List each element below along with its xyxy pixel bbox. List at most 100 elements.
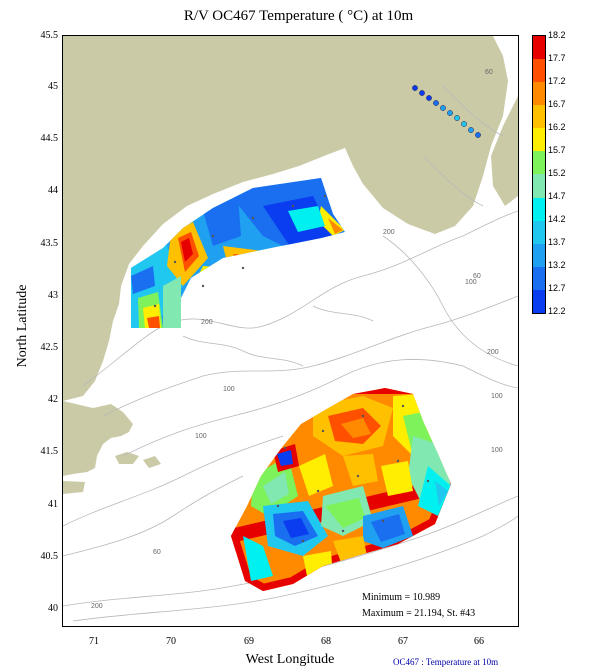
y-tick-label: 41.5 bbox=[40, 446, 59, 457]
y-tick-label: 45 bbox=[48, 81, 58, 92]
colorbar-label: 15.2 bbox=[548, 168, 566, 178]
station-dot bbox=[341, 529, 345, 533]
transect-station bbox=[440, 105, 446, 111]
colorbar-swatch bbox=[533, 243, 545, 267]
contour-line bbox=[63, 475, 244, 557]
station-dot bbox=[356, 474, 360, 478]
station-dot bbox=[396, 459, 400, 463]
land-island-a bbox=[115, 452, 139, 464]
transect-station bbox=[447, 110, 453, 116]
depth-label: 100 bbox=[491, 447, 503, 454]
colorbar-label: 12.2 bbox=[548, 306, 566, 316]
colorbar-label: 17.7 bbox=[548, 53, 566, 63]
colorbar-swatch bbox=[533, 266, 545, 290]
y-tick-label: 45.5 bbox=[40, 30, 59, 41]
colorbar-label: 16.7 bbox=[548, 99, 566, 109]
colorbar-swatch bbox=[533, 105, 545, 129]
colorbar-swatch bbox=[533, 220, 545, 244]
depth-label: 60 bbox=[485, 69, 493, 76]
colorbar-swatch bbox=[533, 289, 545, 313]
bathymetry-contours bbox=[63, 85, 518, 622]
depth-label: 60 bbox=[153, 549, 161, 556]
contour-line bbox=[102, 295, 518, 417]
depth-label: 60 bbox=[473, 273, 481, 280]
map-title: R/V OC467 Temperature ( °C) at 10m bbox=[183, 8, 414, 24]
colorbar-label: 18.2 bbox=[548, 30, 566, 40]
maximum-value-text: Maximum = 21.194, St. #43 bbox=[362, 608, 476, 619]
station-markers bbox=[153, 194, 430, 543]
colorbar-swatch bbox=[533, 36, 545, 60]
contour-line bbox=[442, 85, 504, 137]
station-dot bbox=[283, 446, 287, 450]
y-tick-label: 41 bbox=[48, 499, 58, 510]
station-dot bbox=[291, 204, 295, 208]
contour-line bbox=[122, 359, 518, 457]
land-island-c bbox=[63, 481, 85, 494]
station-dot bbox=[251, 216, 255, 220]
x-tick-label: 68 bbox=[321, 636, 331, 647]
land-island-b bbox=[143, 456, 161, 468]
land-nova-scotia bbox=[491, 96, 518, 206]
contour-line bbox=[72, 515, 518, 622]
y-tick-label: 43.5 bbox=[40, 238, 59, 249]
depth-label: 200 bbox=[383, 229, 395, 236]
station-dot bbox=[361, 414, 365, 418]
station-dot bbox=[401, 404, 405, 408]
transect-stations bbox=[412, 85, 481, 138]
depth-label: 200 bbox=[487, 349, 499, 356]
land-mainland bbox=[63, 36, 508, 401]
station-dot bbox=[173, 260, 177, 264]
colorbar-swatch bbox=[533, 59, 545, 83]
x-tick-label: 66 bbox=[474, 636, 484, 647]
y-tick-label: 42.5 bbox=[40, 342, 59, 353]
land-masses bbox=[63, 36, 518, 494]
y-tick-label: 42 bbox=[48, 394, 58, 405]
transect-station bbox=[419, 90, 425, 96]
x-axis-title: West Longitude bbox=[245, 652, 335, 667]
station-dot bbox=[211, 234, 215, 238]
map-canvas: 60 100 200 200 200 60 100 100 100 100 60… bbox=[63, 36, 518, 622]
station-dot bbox=[321, 429, 325, 433]
transect-station bbox=[475, 132, 481, 138]
colorbar-label: 14.2 bbox=[548, 214, 566, 224]
y-axis-title: North Latitude bbox=[15, 284, 30, 368]
contour-line bbox=[382, 235, 518, 367]
x-tick-label: 69 bbox=[244, 636, 254, 647]
colorbar-label: 14.7 bbox=[548, 191, 566, 201]
y-tick-label: 43 bbox=[48, 290, 58, 301]
y-tick-label: 44 bbox=[48, 185, 58, 196]
map-frame: 60 100 200 200 200 60 100 100 100 100 60… bbox=[62, 35, 519, 627]
colorbar-swatch bbox=[533, 197, 545, 221]
station-dot bbox=[426, 479, 430, 483]
y-tick-label: 40.5 bbox=[40, 551, 59, 562]
temperature-field-south bbox=[231, 388, 451, 591]
colorbar-swatch bbox=[533, 128, 545, 152]
transect-station bbox=[454, 115, 460, 121]
station-dot bbox=[276, 504, 280, 508]
transect-station bbox=[468, 127, 474, 133]
colorbar-swatch bbox=[533, 174, 545, 198]
depth-label: 200 bbox=[201, 319, 213, 326]
station-dot bbox=[381, 519, 385, 523]
transect-station bbox=[461, 121, 467, 127]
y-tick-label: 44.5 bbox=[40, 133, 59, 144]
colorbar-label: 15.7 bbox=[548, 145, 566, 155]
contour-line bbox=[312, 305, 374, 322]
y-tick-label: 40 bbox=[48, 603, 58, 614]
station-dot bbox=[241, 266, 245, 270]
minimum-value-text: Minimum = 10.989 bbox=[362, 592, 441, 603]
contour-line bbox=[422, 155, 484, 207]
colorbar-label: 13.7 bbox=[548, 237, 566, 247]
figure-credit: OC467 : Temperature at 10m bbox=[393, 657, 499, 667]
contour-line bbox=[182, 335, 304, 367]
colorbar-label: 17.2 bbox=[548, 76, 566, 86]
colorbar-label: 13.2 bbox=[548, 260, 566, 270]
colorbar bbox=[532, 35, 546, 314]
colorbar-label: 16.2 bbox=[548, 122, 566, 132]
x-tick-label: 67 bbox=[398, 636, 408, 647]
station-dot bbox=[201, 284, 205, 288]
depth-label: 100 bbox=[465, 279, 477, 286]
x-tick-label: 70 bbox=[166, 636, 176, 647]
depth-label: 100 bbox=[223, 386, 235, 393]
land-cape-cod bbox=[63, 401, 133, 476]
